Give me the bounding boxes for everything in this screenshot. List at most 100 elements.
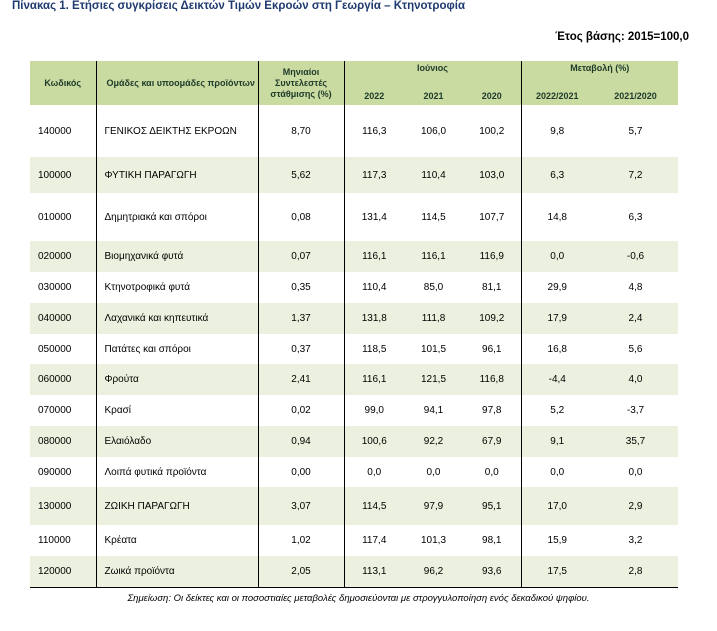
table-row: 060000 Φρούτα 2,41 116,1 121,5 116,8 -4,… (30, 364, 678, 395)
row-name: Ελαιόλαδο (95, 426, 258, 457)
table-row: 030000 Κτηνοτροφικά φυτά 0,35 110,4 85,0… (30, 272, 678, 303)
row-weight: 0,94 (257, 426, 344, 457)
table-row: 040000 Λαχανικά και κηπευτικά 1,37 131,8… (30, 303, 678, 334)
row-2021: 85,0 (423, 282, 444, 293)
row-code: 100000 (30, 157, 96, 193)
table-row: 140000 ΓΕΝΙΚΟΣ ΔΕΙΚΤΗΣ ΕΚΡΟΩΝ 8,70 116,3… (30, 105, 678, 157)
row-weight: 1,37 (257, 303, 344, 334)
row-2022: 0,0 (343, 457, 404, 487)
table-row: 080000 Ελαιόλαδο 0,94 100,6 92,2 67,9 9,… (30, 426, 678, 457)
row-change-2: -0,6 (593, 241, 678, 272)
row-change-2: 2,9 (593, 487, 678, 525)
table-row: 120000 Ζωικά προϊόντα 2,05 113,1 96,2 93… (30, 556, 678, 587)
header-weights: Μηνιαίοι Συντελεστές στάθμισης (%) (257, 61, 344, 105)
price-index-table: Κωδικός Ομάδες και υποομάδες προϊόντων Μ… (30, 61, 678, 588)
row-change-1: 9,8 (520, 105, 593, 157)
row-2022: 131,4 (343, 193, 404, 241)
row-name: Βιομηχανικά φυτά (95, 241, 258, 272)
row-weight: 0,08 (257, 193, 344, 241)
header-year-2021: 2021 (404, 75, 463, 105)
header-code: Κωδικός (30, 61, 96, 105)
row-2022: 113,1 (343, 556, 404, 587)
row-change-1: -4,4 (520, 364, 593, 395)
header-year-2022: 2022 (343, 75, 404, 105)
row-weight: 8,70 (257, 105, 344, 157)
row-2021: 111,8 (404, 303, 463, 334)
row-2021: 110,4 (404, 157, 463, 193)
row-change-1: 5,2 (520, 395, 593, 426)
row-code: 080000 (30, 426, 96, 457)
row-name: Δημητριακά και σπόροι (95, 193, 258, 241)
row-change-2: -3,7 (626, 405, 645, 416)
row-2020: 98,1 (482, 535, 502, 546)
row-change-2: 35,7 (593, 426, 678, 457)
header-year-2020: 2020 (463, 75, 521, 105)
row-2022: 116,1 (343, 241, 404, 272)
row-change-2: 4,0 (593, 364, 678, 395)
table-row: 050000 Πατάτες και σπόροι 0,37 118,5 101… (30, 334, 678, 364)
row-name: Κρέατα (95, 525, 258, 556)
row-2021: 96,2 (404, 556, 463, 587)
row-2022: 99,0 (343, 395, 404, 426)
row-name: Πατάτες και σπόροι (95, 334, 258, 364)
row-change-1: 17,5 (520, 556, 593, 587)
row-name: Λοιπά φυτικά προϊόντα (95, 457, 258, 487)
row-2022: 100,6 (343, 426, 404, 457)
row-2021: 114,5 (421, 211, 446, 223)
row-2020: 100,2 (479, 125, 505, 137)
row-2020: 81,1 (482, 282, 502, 293)
row-weight: 2,05 (257, 556, 344, 587)
table-row: 020000 Βιομηχανικά φυτά 0,07 116,1 116,1… (30, 241, 678, 272)
row-code: 030000 (38, 282, 72, 293)
row-2022: 116,3 (343, 105, 404, 157)
table-row: 070000 Κρασί 0,02 99,0 94,1 97,8 5,2 -3,… (30, 395, 678, 426)
row-weight: 0,07 (257, 241, 344, 272)
row-change-2: 2,4 (593, 303, 678, 334)
table-row: 090000 Λοιπά φυτικά προϊόντα 0,00 0,0 0,… (30, 457, 678, 487)
row-change-2: 7,2 (593, 157, 678, 193)
row-2020: 0,0 (484, 466, 499, 478)
row-2021: 116,1 (404, 241, 463, 272)
row-2020: 103,0 (463, 157, 521, 193)
row-change-2: 5,6 (628, 343, 643, 355)
row-change-2: 2,8 (593, 556, 678, 587)
row-change-1: 29,9 (520, 272, 593, 303)
row-2020: 116,9 (463, 241, 521, 272)
row-2021: 92,2 (404, 426, 463, 457)
header-group: Ομάδες και υποομάδες προϊόντων (95, 61, 258, 105)
row-change-1: 9,1 (520, 426, 593, 457)
row-2021: 94,1 (423, 405, 444, 416)
row-2020: 109,2 (463, 303, 521, 334)
row-code: 070000 (38, 405, 72, 416)
row-2021: 101,3 (420, 535, 447, 546)
header-change-2021-2020: 2021/2020 (593, 75, 678, 105)
row-change-2: 6,3 (628, 211, 643, 223)
row-code: 110000 (38, 535, 71, 546)
row-2020: 97,8 (482, 405, 502, 416)
row-2022: 117,4 (343, 525, 404, 556)
row-change-1: 17,9 (520, 303, 593, 334)
row-2022: 118,5 (343, 334, 404, 364)
row-2021: 121,5 (404, 364, 463, 395)
row-weight: 0,00 (257, 457, 344, 487)
row-code: 130000 (30, 487, 96, 525)
row-name: Λαχανικά και κηπευτικά (95, 303, 258, 334)
row-2020: 67,9 (463, 426, 521, 457)
row-2022: 114,5 (343, 487, 404, 525)
row-2021: 0,0 (426, 466, 441, 478)
base-year-label: Έτος βάσης: 2015=100,0 (555, 31, 689, 43)
row-2020: 96,1 (482, 343, 502, 355)
row-name: Ζωικά προϊόντα (95, 556, 258, 587)
row-weight: 5,62 (257, 157, 344, 193)
row-change-1: 16,8 (520, 334, 593, 364)
row-2021: 101,5 (420, 343, 447, 355)
row-weight: 3,07 (257, 487, 344, 525)
row-name: ΦΥΤΙΚΗ ΠΑΡΑΓΩΓΗ (95, 157, 258, 193)
row-change-1: 17,0 (520, 487, 593, 525)
row-weight: 2,41 (257, 364, 344, 395)
row-name: ΓΕΝΙΚΟΣ ΔΕΙΚΤΗΣ ΕΚΡΟΩΝ (95, 105, 258, 157)
row-code: 060000 (30, 364, 96, 395)
header-change-2022-2021: 2022/2021 (520, 75, 593, 105)
row-code: 010000 (38, 211, 72, 223)
row-code: 090000 (38, 466, 72, 478)
